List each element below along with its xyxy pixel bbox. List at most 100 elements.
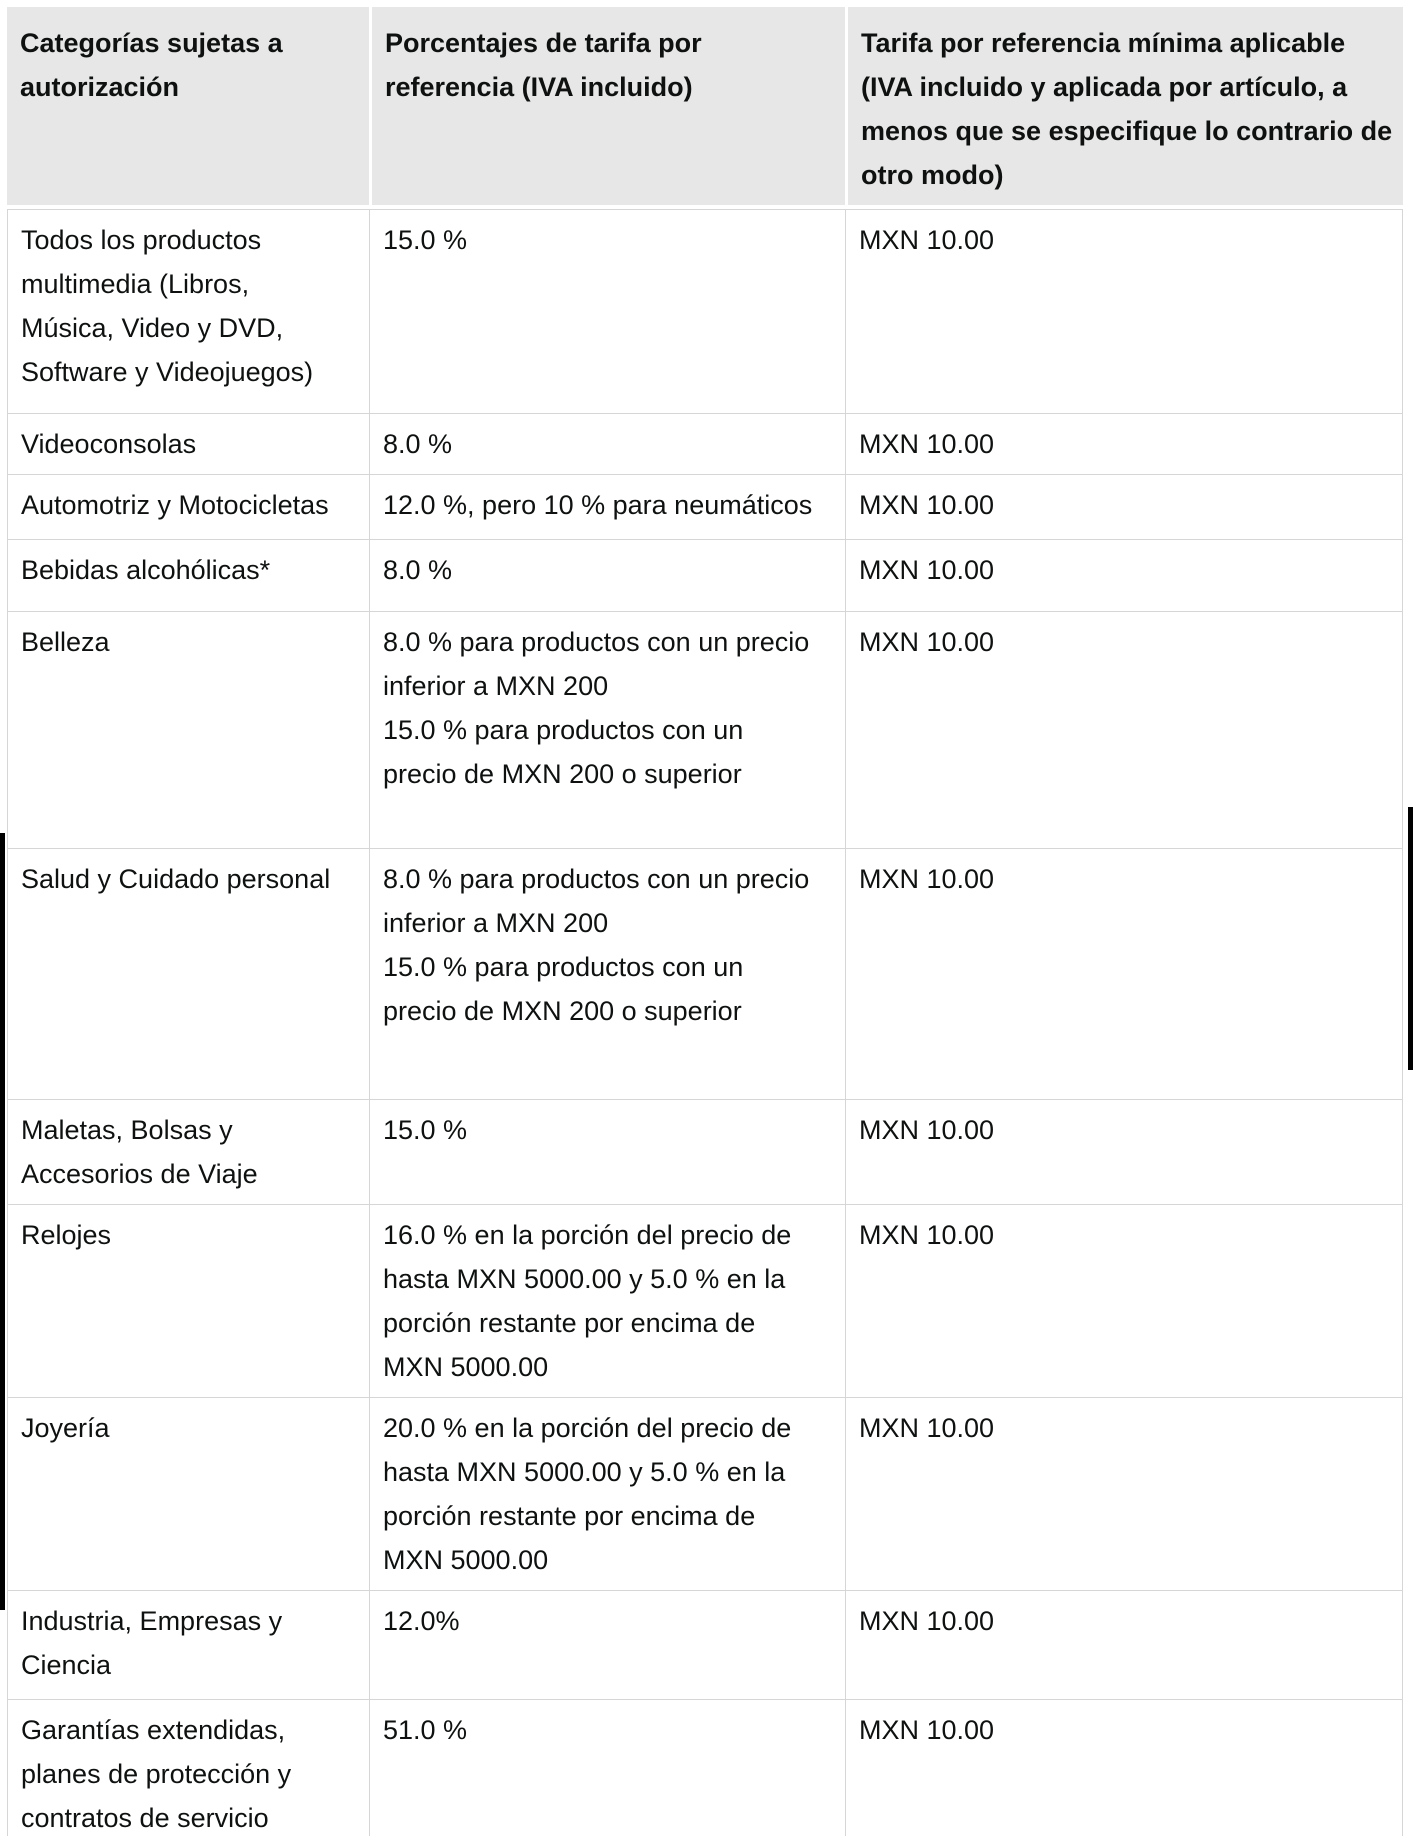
column-header-line: (IVA incluido y aplicada por artículo, a	[861, 72, 1348, 102]
table-row: Bebidas alcohólicas* 8.0 % MXN 10.00	[7, 540, 1403, 612]
category-cell: Salud y Cuidado personal	[7, 849, 369, 1100]
fee-percentage-line: 8.0 %	[383, 429, 453, 459]
category-cell: Garantías extendidas, planes de protecció…	[7, 1700, 369, 1836]
column-header-line: Categorías sujetas a	[20, 28, 283, 58]
minimum-fee-text: MXN 10.00	[859, 1115, 995, 1145]
category-cell: Joyería	[7, 1398, 369, 1591]
fee-percentage-line: 8.0 %	[383, 555, 453, 585]
category-line: Todos los productos	[21, 225, 262, 255]
category-line: Accesorios de Viaje	[21, 1159, 258, 1189]
fee-table-body: Todos los productos multimedia (Libros, Mú…	[7, 209, 1403, 1836]
fee-percentage-line: 16.0 % en la porción del precio de	[383, 1220, 792, 1250]
table-row: Automotriz y Motocicletas 12.0 %, pero 1…	[7, 475, 1403, 540]
minimum-fee-cell: MXN 10.00	[845, 612, 1403, 849]
minimum-fee-cell: MXN 10.00	[845, 1100, 1403, 1205]
fee-percentage-cell: 15.0 %	[369, 1100, 845, 1205]
table-row: Todos los productos multimedia (Libros, Mú…	[7, 209, 1403, 414]
fee-percentage-cell: 15.0 %	[369, 209, 845, 414]
category-cell: Maletas, Bolsas y Accesorios de Viaje	[7, 1100, 369, 1205]
minimum-fee-text: MXN 10.00	[859, 627, 995, 657]
fee-percentage-cell: 8.0 %	[369, 414, 845, 475]
column-header-line: menos que se especifique lo contrario de	[861, 116, 1393, 146]
fee-table: Categorías sujetas a autorización Porcent…	[7, 7, 1403, 1836]
minimum-fee-text: MXN 10.00	[859, 1715, 995, 1745]
category-cell: Todos los productos multimedia (Libros, Mú…	[7, 209, 369, 414]
column-header-line: Porcentajes de tarifa por	[385, 28, 702, 58]
minimum-fee-text: MXN 10.00	[859, 1606, 995, 1636]
fee-table-header: Categorías sujetas a autorización Porcent…	[7, 7, 1403, 209]
fee-percentage-line: 8.0 % para productos con un precio	[383, 864, 810, 894]
table-row: Industria, Empresas y Ciencia 12.0% MXN 1…	[7, 1591, 1403, 1700]
header-row: Categorías sujetas a autorización Porcent…	[7, 7, 1403, 209]
fee-percentage-cell: 12.0%	[369, 1591, 845, 1700]
minimum-fee-text: MXN 10.00	[859, 1220, 995, 1250]
minimum-fee-text: MXN 10.00	[859, 1413, 995, 1443]
fee-percentage-cell: 12.0 %, pero 10 % para neumáticos	[369, 475, 845, 540]
table-row: Belleza 8.0 % para productos con un prec…	[7, 612, 1403, 849]
fee-percentage-line: 15.0 %	[383, 1115, 468, 1145]
minimum-fee-text: MXN 10.00	[859, 490, 995, 520]
fee-percentage-cell: 8.0 %	[369, 540, 845, 612]
category-line: Garantías extendidas,	[21, 1715, 286, 1745]
right-edge-artifact-bar	[1408, 807, 1413, 1070]
fee-percentage-cell: 8.0 % para productos con un precio inferi…	[369, 612, 845, 849]
category-cell: Automotriz y Motocicletas	[7, 475, 369, 540]
fee-percentage-line: MXN 5000.00	[383, 1352, 549, 1382]
fee-percentage-cell: 20.0 % en la porción del precio de hasta …	[369, 1398, 845, 1591]
category-line: Ciencia	[21, 1650, 112, 1680]
table-row: Joyería 20.0 % en la porción del precio …	[7, 1398, 1403, 1591]
column-header-cell: Categorías sujetas a autorización	[7, 7, 369, 209]
fee-percentage-cell: 16.0 % en la porción del precio de hasta …	[369, 1205, 845, 1398]
category-line: Bebidas alcohólicas*	[21, 555, 271, 585]
minimum-fee-cell: MXN 10.00	[845, 1700, 1403, 1836]
category-line: Maletas, Bolsas y	[21, 1115, 233, 1145]
category-line: contratos de servicio	[21, 1803, 269, 1833]
category-cell: Videoconsolas	[7, 414, 369, 475]
minimum-fee-cell: MXN 10.00	[845, 1205, 1403, 1398]
category-line: planes de protección y	[21, 1759, 292, 1789]
fee-percentage-line: inferior a MXN 200	[383, 908, 609, 938]
category-line: Relojes	[21, 1220, 112, 1250]
minimum-fee-cell: MXN 10.00	[845, 1398, 1403, 1591]
fee-percentage-cell: 8.0 % para productos con un precio inferi…	[369, 849, 845, 1100]
fee-percentage-line: porción restante por encima de	[383, 1308, 756, 1338]
fee-percentage-line: hasta MXN 5000.00 y 5.0 % en la	[383, 1264, 786, 1294]
category-cell: Bebidas alcohólicas*	[7, 540, 369, 612]
table-row: Relojes 16.0 % en la porción del precio …	[7, 1205, 1403, 1398]
fee-percentage-line: 12.0 %, pero 10 % para neumáticos	[383, 490, 813, 520]
minimum-fee-text: MXN 10.00	[859, 555, 995, 585]
column-header-line: Tarifa por referencia mínima aplicable	[861, 28, 1346, 58]
column-header-line: otro modo)	[861, 160, 1004, 190]
minimum-fee-cell: MXN 10.00	[845, 475, 1403, 540]
minimum-fee-cell: MXN 10.00	[845, 414, 1403, 475]
table-row: Maletas, Bolsas y Accesorios de Viaje 15.…	[7, 1100, 1403, 1205]
fee-percentage-line: MXN 5000.00	[383, 1545, 549, 1575]
left-edge-artifact-bar	[0, 833, 5, 1610]
fee-percentage-line: 12.0%	[383, 1606, 460, 1636]
category-line: Salud y Cuidado personal	[21, 864, 331, 894]
fee-percentage-line: precio de MXN 200 o superior	[383, 759, 742, 789]
table-row: Garantías extendidas, planes de protecció…	[7, 1700, 1403, 1836]
category-line: Industria, Empresas y	[21, 1606, 283, 1636]
fee-percentage-line: precio de MXN 200 o superior	[383, 996, 742, 1026]
table-row: Videoconsolas 8.0 % MXN 10.00	[7, 414, 1403, 475]
category-line: Joyería	[21, 1413, 110, 1443]
column-header-cell: Porcentajes de tarifa por referencia (IVA…	[369, 7, 845, 209]
fee-percentage-line: 51.0 %	[383, 1715, 468, 1745]
minimum-fee-cell: MXN 10.00	[845, 540, 1403, 612]
category-cell: Industria, Empresas y Ciencia	[7, 1591, 369, 1700]
column-header-cell: Tarifa por referencia mínima aplicable (I…	[845, 7, 1403, 209]
table-row: Salud y Cuidado personal 8.0 % para prod…	[7, 849, 1403, 1100]
fee-percentage-line: hasta MXN 5000.00 y 5.0 % en la	[383, 1457, 786, 1487]
category-line: Videoconsolas	[21, 429, 197, 459]
fee-percentage-line: 15.0 %	[383, 225, 468, 255]
fee-percentage-line: 15.0 % para productos con un	[383, 715, 744, 745]
category-line: multimedia (Libros,	[21, 269, 250, 299]
category-line: Música, Video y DVD,	[21, 313, 284, 343]
category-line: Belleza	[21, 627, 110, 657]
fee-percentage-line: porción restante por encima de	[383, 1501, 756, 1531]
fee-percentage-line: 8.0 % para productos con un precio	[383, 627, 810, 657]
minimum-fee-text: MXN 10.00	[859, 225, 995, 255]
fee-percentage-line: 15.0 % para productos con un	[383, 952, 744, 982]
